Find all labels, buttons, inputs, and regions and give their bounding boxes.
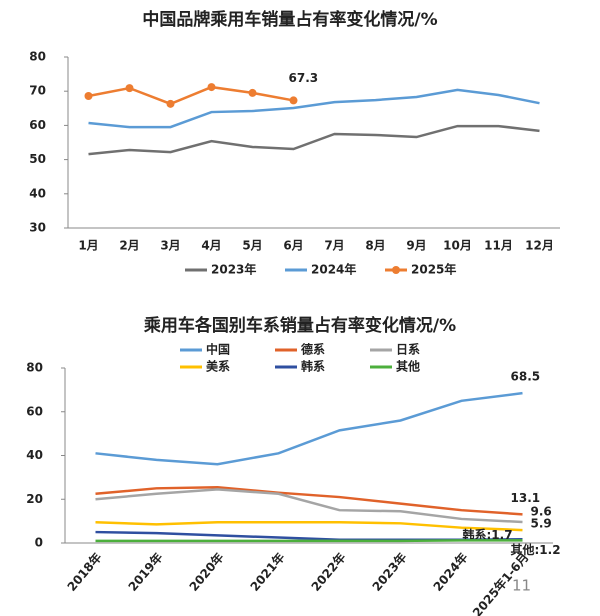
y-tick-label: 80 bbox=[29, 50, 46, 64]
data-label: 其他:1.2 bbox=[511, 542, 561, 557]
y-tick-label: 80 bbox=[26, 361, 43, 375]
legend-label: 其他 bbox=[396, 359, 420, 374]
y-tick-label: 40 bbox=[26, 448, 43, 462]
point bbox=[125, 84, 134, 93]
data-label: 5.9 bbox=[531, 517, 552, 531]
legend-label: 2024年 bbox=[311, 262, 356, 277]
x-tick-label: 2024年 bbox=[430, 550, 471, 594]
point bbox=[166, 99, 175, 108]
data-label: 9.6 bbox=[531, 505, 552, 519]
x-tick-label: 5月 bbox=[242, 239, 262, 253]
y-tick-label: 60 bbox=[26, 404, 43, 418]
legend-label: 日系 bbox=[396, 342, 420, 357]
point bbox=[289, 96, 298, 105]
x-tick-label: 2月 bbox=[119, 239, 139, 253]
data-label: 13.1 bbox=[511, 491, 541, 505]
y-tick-label: 20 bbox=[26, 492, 43, 506]
x-tick-label: 1月 bbox=[78, 239, 98, 253]
line-series bbox=[95, 391, 523, 466]
x-tick-label: 8月 bbox=[365, 239, 385, 253]
y-tick-label: 60 bbox=[29, 118, 46, 132]
line-series bbox=[95, 520, 523, 532]
line-series bbox=[88, 124, 540, 156]
point bbox=[248, 88, 257, 97]
x-tick-label: 12月 bbox=[525, 239, 554, 253]
x-tick-label: 4月 bbox=[201, 239, 221, 253]
x-tick-label: 2019年 bbox=[125, 550, 166, 594]
y-tick-label: 30 bbox=[29, 221, 46, 235]
x-tick-label: 2022年 bbox=[308, 550, 349, 594]
x-tick-label: 11月 bbox=[484, 239, 513, 253]
x-tick-label: 9月 bbox=[406, 239, 426, 253]
line-series bbox=[88, 85, 294, 106]
data-label: 68.5 bbox=[511, 370, 541, 384]
legend-marker bbox=[392, 266, 400, 274]
x-tick-label: 3月 bbox=[160, 239, 180, 253]
y-tick-label: 40 bbox=[29, 186, 46, 200]
legend-label: 韩系 bbox=[301, 359, 325, 374]
x-tick-label: 6月 bbox=[283, 239, 303, 253]
line-series bbox=[95, 485, 523, 516]
x-tick-label: 10月 bbox=[443, 239, 472, 253]
point bbox=[207, 83, 216, 92]
x-tick-label: 2020年 bbox=[186, 550, 227, 594]
point bbox=[84, 91, 93, 100]
x-tick-label: 2023年 bbox=[369, 550, 410, 594]
legend-label: 2023年 bbox=[211, 262, 256, 277]
x-tick-label: 7月 bbox=[324, 239, 344, 253]
y-tick-label: 50 bbox=[29, 152, 46, 166]
x-tick-label: 2018年 bbox=[64, 550, 105, 594]
chart-title: 中国品牌乘用车销量占有率变化情况/% bbox=[142, 9, 437, 30]
y-tick-label: 0 bbox=[35, 536, 43, 550]
line-series bbox=[88, 88, 540, 129]
line-series bbox=[95, 530, 523, 541]
legend-label: 美系 bbox=[206, 359, 230, 374]
data-label: 韩系:1.7 bbox=[463, 527, 513, 542]
x-tick-label: 2021年 bbox=[247, 550, 288, 594]
legend-label: 中国 bbox=[206, 342, 230, 357]
page-number: 11 bbox=[512, 577, 531, 595]
line-series bbox=[95, 488, 523, 524]
chart-title: 乘用车各国别车系销量占有率变化情况/% bbox=[143, 315, 456, 336]
legend-label: 2025年 bbox=[411, 262, 456, 277]
legend-label: 德系 bbox=[301, 342, 325, 357]
y-tick-label: 70 bbox=[29, 84, 46, 98]
data-label: 67.3 bbox=[289, 71, 319, 85]
